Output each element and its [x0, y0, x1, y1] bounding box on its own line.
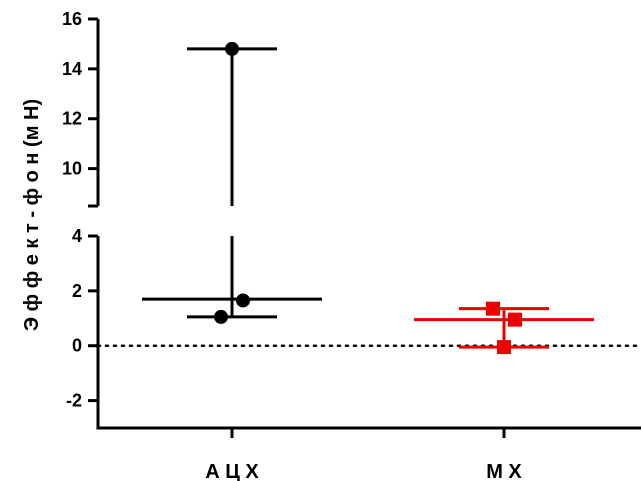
y-upper-tick-label-2: 14 [62, 59, 82, 79]
y-upper-tick-label-0: 10 [62, 159, 82, 179]
data-point-1-1 [508, 312, 522, 327]
x-category-label-1: М Х [486, 461, 522, 481]
data-point-1-0 [486, 301, 500, 316]
data-point-1-2 [497, 340, 511, 355]
y-axis-label: Э ф ф е к т - ф о н (м Н) [21, 99, 43, 331]
data-point-0-2 [214, 309, 228, 324]
x-category-label-0: А Ц Х [205, 461, 259, 481]
y-lower-tick-label-3: 4 [72, 226, 82, 246]
y-upper-tick-label-3: 16 [62, 9, 82, 29]
y-lower-tick-label-1: 0 [72, 336, 82, 356]
y-upper-tick-label-1: 12 [62, 109, 82, 129]
data-point-0-0 [225, 41, 239, 56]
y-lower-tick-label-2: 2 [72, 281, 82, 301]
data-point-0-1 [236, 293, 250, 308]
y-lower-tick-label-0: -2 [66, 391, 82, 411]
